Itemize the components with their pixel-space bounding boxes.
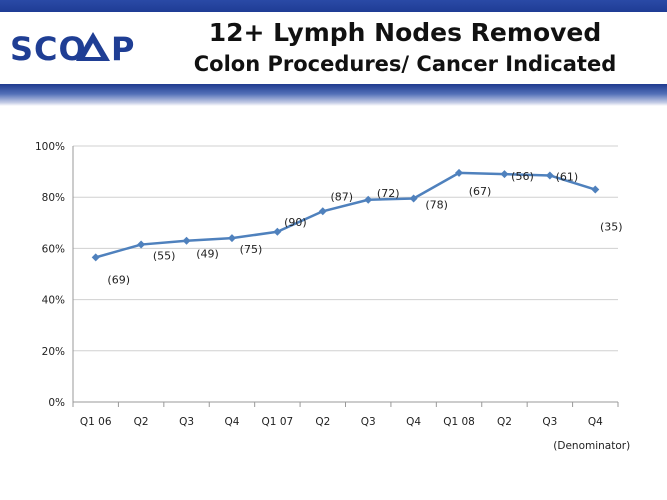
data-point bbox=[91, 253, 100, 262]
scoap-logo: SCO P bbox=[10, 28, 150, 68]
scoap-logo-icon: SCO P bbox=[10, 30, 135, 68]
series-line bbox=[95, 171, 596, 259]
x-tick-label: Q4 bbox=[588, 416, 603, 428]
y-tick-label: 0% bbox=[48, 397, 65, 409]
data-labels: (69) (55) (49) (75) (90) (87) (72) (78) (67) (56)… bbox=[107, 170, 622, 286]
data-label: (69) bbox=[107, 273, 130, 286]
denominator-annotation: (Denominator) bbox=[553, 440, 630, 452]
series bbox=[91, 168, 600, 262]
data-label: (87) bbox=[330, 190, 353, 203]
header-band bbox=[0, 84, 667, 106]
x-tick-label: Q4 bbox=[224, 416, 239, 428]
top-bar bbox=[0, 0, 667, 12]
svg-text:P: P bbox=[111, 30, 135, 68]
y-tick-label: 20% bbox=[42, 346, 65, 358]
y-tick-label: 80% bbox=[42, 192, 65, 204]
data-label: (67) bbox=[469, 185, 492, 198]
data-point bbox=[137, 240, 146, 249]
page-title: 12+ Lymph Nodes Removed bbox=[208, 18, 602, 47]
x-tick-label: Q2 bbox=[315, 416, 330, 428]
data-label: (55) bbox=[153, 250, 176, 263]
y-tick-label: 100% bbox=[35, 141, 65, 153]
y-tick-label: 60% bbox=[42, 243, 65, 255]
data-label: (75) bbox=[240, 243, 263, 256]
data-point bbox=[182, 236, 191, 245]
data-point bbox=[500, 170, 509, 179]
x-tick-label: Q3 bbox=[542, 416, 557, 428]
data-label: (61) bbox=[556, 170, 579, 183]
data-point bbox=[455, 168, 464, 177]
x-tick-label: Q1 07 bbox=[262, 416, 294, 428]
x-tick-label: Q2 bbox=[134, 416, 149, 428]
data-point bbox=[591, 185, 600, 194]
x-axis-ticks: Q1 06 Q2 Q3 Q4 Q1 07 Q2 Q3 Q4 Q1 08 Q2 Q3 Q4 bbox=[72, 402, 619, 428]
page-subtitle: Colon Procedures/ Cancer Indicated bbox=[193, 52, 617, 76]
data-label: (90) bbox=[284, 216, 307, 229]
data-point bbox=[364, 195, 373, 204]
svg-text:SCO: SCO bbox=[10, 30, 87, 68]
y-tick-label: 40% bbox=[42, 295, 65, 307]
data-label: (56) bbox=[511, 170, 534, 183]
data-point bbox=[227, 234, 236, 243]
data-label: (72) bbox=[377, 187, 400, 200]
data-label: (78) bbox=[425, 198, 448, 211]
x-tick-label: Q4 bbox=[406, 416, 421, 428]
data-point bbox=[318, 207, 327, 216]
gridlines bbox=[72, 145, 618, 403]
x-tick-label: Q1 08 bbox=[443, 416, 475, 428]
data-point bbox=[409, 194, 418, 203]
data-label: (35) bbox=[600, 221, 623, 234]
x-tick-label: Q3 bbox=[179, 416, 194, 428]
data-label: (49) bbox=[196, 248, 219, 261]
y-axis-ticks: 0% 20% 40% 60% 80% 100% bbox=[35, 141, 65, 409]
x-tick-label: Q2 bbox=[497, 416, 512, 428]
data-point bbox=[273, 227, 282, 236]
x-tick-label: Q1 06 bbox=[80, 416, 112, 428]
data-point bbox=[545, 171, 554, 180]
x-tick-label: Q3 bbox=[361, 416, 376, 428]
